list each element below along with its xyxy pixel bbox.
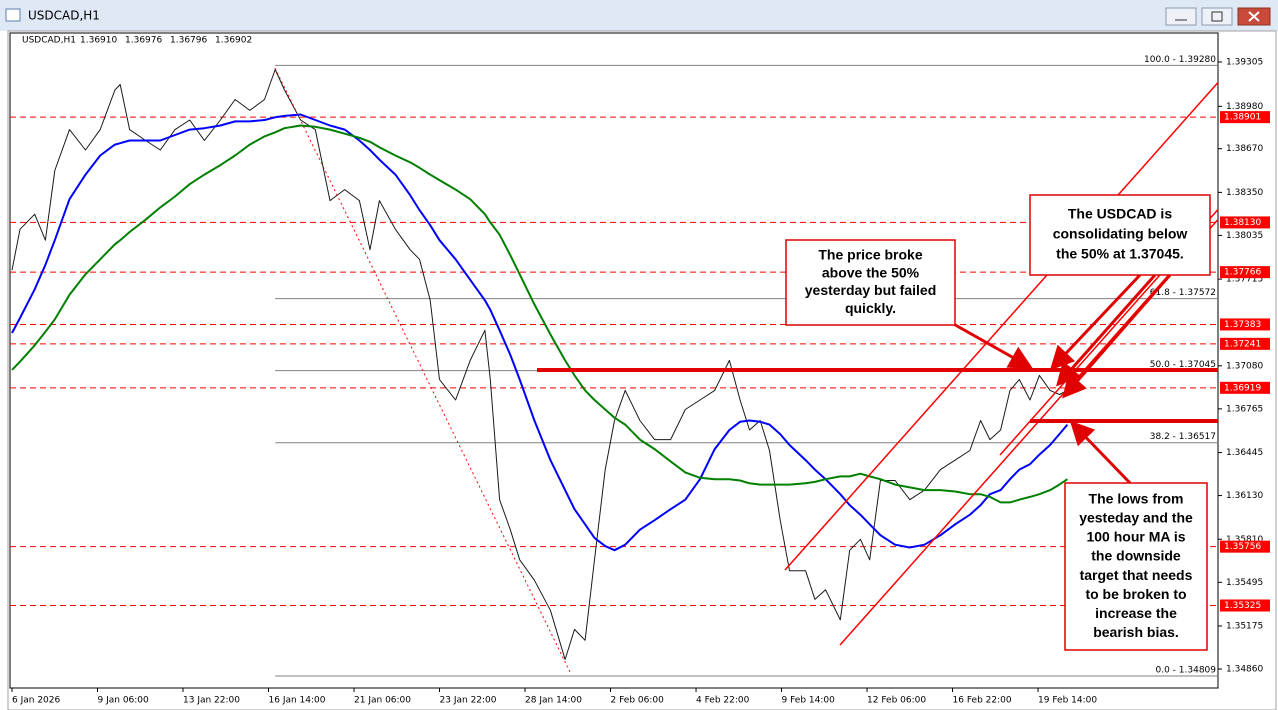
annotation-text: the downside [1091, 548, 1181, 564]
low-label: 1.36796 [170, 36, 207, 46]
level-label-box [1220, 540, 1270, 553]
y-tick-label: 1.37080 [1226, 361, 1263, 371]
moving-average [11, 113, 1069, 552]
y-tick-label: 1.38980 [1226, 102, 1263, 112]
fib-label: 38.2 - 1.36517 [1150, 432, 1216, 442]
x-tick-label: 6 Jan 2026 [12, 696, 60, 706]
close-label: 1.36902 [215, 36, 252, 46]
annotation-text: the 50% at 1.37045. [1056, 246, 1184, 262]
level-label-box [1220, 381, 1270, 394]
y-tick-label: 1.35495 [1226, 578, 1263, 588]
y-tick-label: 1.38350 [1226, 188, 1263, 198]
level-label-box [1220, 216, 1270, 229]
y-tick-label: 1.35810 [1226, 535, 1263, 545]
fib-label: 61.8 - 1.37572 [1150, 288, 1216, 298]
annotation-box [1029, 194, 1211, 276]
annotation-box [1064, 482, 1208, 651]
channel-upper [784, 81, 1218, 571]
annotation-text: to be broken to [1085, 586, 1186, 602]
y-tick-label: 1.36445 [1226, 448, 1263, 458]
annotation-text: bearish bias. [1093, 624, 1179, 640]
minimize-button[interactable] [1165, 7, 1197, 26]
moving-average [11, 124, 1068, 504]
axis-layer: 1.39305 1.38980 1.38670 1.38350 1.38035 1.377… [11, 57, 1270, 706]
x-tick-label: 2 Feb 06:00 [611, 696, 665, 706]
symbol-label: USDCAD,H1 [22, 36, 76, 46]
fib-label: 50.0 - 1.37045 [1150, 360, 1216, 370]
level-label: 1.37766 [1224, 268, 1261, 278]
annotation-text: The USDCAD is [1068, 206, 1172, 222]
level-label-box [1220, 111, 1270, 124]
y-tick-label: 1.34860 [1226, 665, 1263, 675]
y-tick-label: 1.39305 [1226, 57, 1263, 67]
x-tick-label: 16 Feb 22:00 [953, 696, 1012, 706]
level-label: 1.37241 [1224, 339, 1261, 349]
y-tick-label: 1.38670 [1226, 144, 1263, 154]
arrow [1056, 274, 1157, 387]
x-tick-label: 28 Jan 14:00 [525, 696, 582, 706]
restore-icon [1211, 11, 1223, 22]
level-label: 1.38130 [1224, 218, 1261, 228]
arrow [1062, 274, 1172, 399]
y-tick-label: 1.37715 [1226, 275, 1263, 285]
level-label: 1.38901 [1224, 113, 1261, 123]
y-tick-label: 1.38035 [1226, 231, 1263, 241]
open-label: 1.36910 [80, 36, 117, 46]
annotation-text: above the 50% [822, 264, 920, 280]
level-label-box [1220, 266, 1270, 279]
window-title: USDCAD,H1 [28, 9, 100, 23]
x-tick-label: 21 Jan 06:00 [354, 696, 411, 706]
x-tick-label: 9 Feb 14:00 [782, 696, 836, 706]
x-tick-label: 23 Jan 22:00 [440, 696, 497, 706]
series-layer [11, 69, 1069, 660]
trend-line [274, 67, 571, 673]
x-tick-label: 4 Feb 22:00 [696, 696, 750, 706]
annotation-text: yesteday and the [1079, 509, 1193, 525]
level-label: 1.35325 [1224, 601, 1261, 611]
y-tick-label: 1.35175 [1226, 621, 1263, 631]
annotation-box [785, 239, 956, 326]
drawings [274, 67, 1218, 673]
levels-layer: 100.0 - 1.39280 61.8 - 1.37572 50.0 - 1.37… [10, 55, 1218, 677]
level-label-box [1220, 337, 1270, 350]
fib-label: 0.0 - 1.34809 [1156, 665, 1217, 675]
annotation-text: quickly. [845, 300, 896, 316]
level-label-box [1220, 318, 1270, 331]
x-tick-label: 13 Jan 22:00 [183, 696, 240, 706]
level-label: 1.37383 [1224, 320, 1261, 330]
level-label: 1.36919 [1224, 383, 1261, 393]
x-tick-label: 19 Feb 14:00 [1038, 696, 1097, 706]
annotation-text: yesterday but failed [805, 282, 937, 298]
y-tick-label: 1.36130 [1226, 491, 1263, 501]
arrow [1069, 420, 1132, 485]
restore-button[interactable] [1201, 7, 1233, 26]
annotation-text: 100 hour MA is [1086, 529, 1185, 545]
annotation-text: The price broke [818, 247, 922, 263]
arrow [1049, 273, 1142, 371]
price-line [11, 69, 1068, 660]
high-label: 1.36976 [125, 36, 162, 46]
x-tick-label: 16 Jan 14:00 [269, 696, 326, 706]
fib-label: 100.0 - 1.39280 [1144, 55, 1216, 65]
title-bar [0, 0, 1278, 31]
y-tick-label: 1.36765 [1226, 404, 1263, 414]
x-tick-label: 12 Feb 06:00 [867, 696, 926, 706]
annotation-text: consolidating below [1053, 226, 1188, 242]
level-label: 1.35756 [1224, 542, 1261, 552]
annotation-text: increase the [1095, 605, 1177, 621]
annotation-text: target that needs [1080, 567, 1193, 583]
close-icon [1248, 11, 1260, 22]
window-icon [5, 8, 21, 22]
arrow [949, 320, 1034, 369]
x-tick-label: 9 Jan 06:00 [98, 696, 150, 706]
annotation-text: The lows from [1089, 490, 1184, 506]
level-label-box [1220, 599, 1270, 612]
plot-area [9, 32, 1219, 689]
